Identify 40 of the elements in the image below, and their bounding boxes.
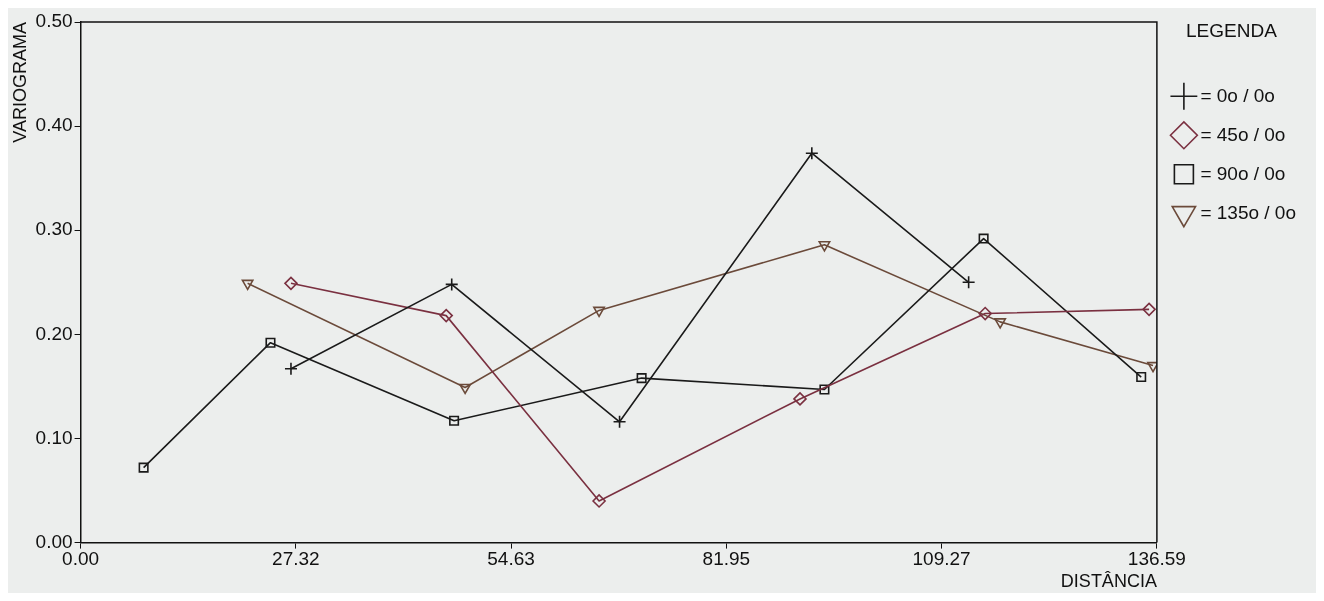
y-tick-label: 0.30	[35, 218, 73, 240]
point	[636, 373, 647, 384]
point	[994, 318, 1007, 329]
y-axis-title: VARIOGRAMA	[9, 22, 30, 143]
point	[449, 415, 460, 426]
point	[241, 279, 254, 291]
point	[978, 233, 989, 244]
point	[265, 337, 276, 348]
x-tick-label: 136.59	[1127, 548, 1186, 570]
point	[978, 306, 992, 321]
point	[805, 146, 819, 160]
y-tick-label: 0.40	[35, 114, 73, 136]
point	[818, 241, 831, 252]
point	[1136, 372, 1147, 383]
y-tick-label: 0.20	[35, 322, 73, 344]
point	[459, 383, 472, 395]
point	[819, 384, 830, 395]
legend-label: = 135o / 0o	[1200, 201, 1297, 223]
point	[138, 462, 149, 473]
point	[284, 276, 298, 291]
point	[793, 392, 807, 406]
point	[961, 275, 976, 290]
point	[444, 277, 459, 292]
point	[284, 361, 298, 376]
legend-label: = 45o / 0o	[1200, 123, 1286, 145]
legend-label: = 90o / 0o	[1200, 162, 1286, 184]
x-tick-label: 109.27	[912, 548, 971, 570]
x-tick-label: 81.95	[702, 548, 751, 570]
legend-label: = 0o / 0o	[1200, 84, 1275, 106]
legend-title: LEGENDA	[1186, 19, 1278, 41]
x-axis-title: DISTÂNCIA	[1060, 571, 1157, 592]
point	[593, 306, 606, 318]
point	[1142, 302, 1156, 317]
point	[439, 308, 453, 323]
point	[612, 415, 627, 429]
y-tick-label: 0.50	[35, 10, 73, 32]
y-tick-label: 0.10	[35, 426, 73, 448]
x-tick-label: 27.32	[272, 548, 320, 570]
x-tick-label: 54.63	[487, 548, 535, 570]
point	[592, 494, 606, 508]
